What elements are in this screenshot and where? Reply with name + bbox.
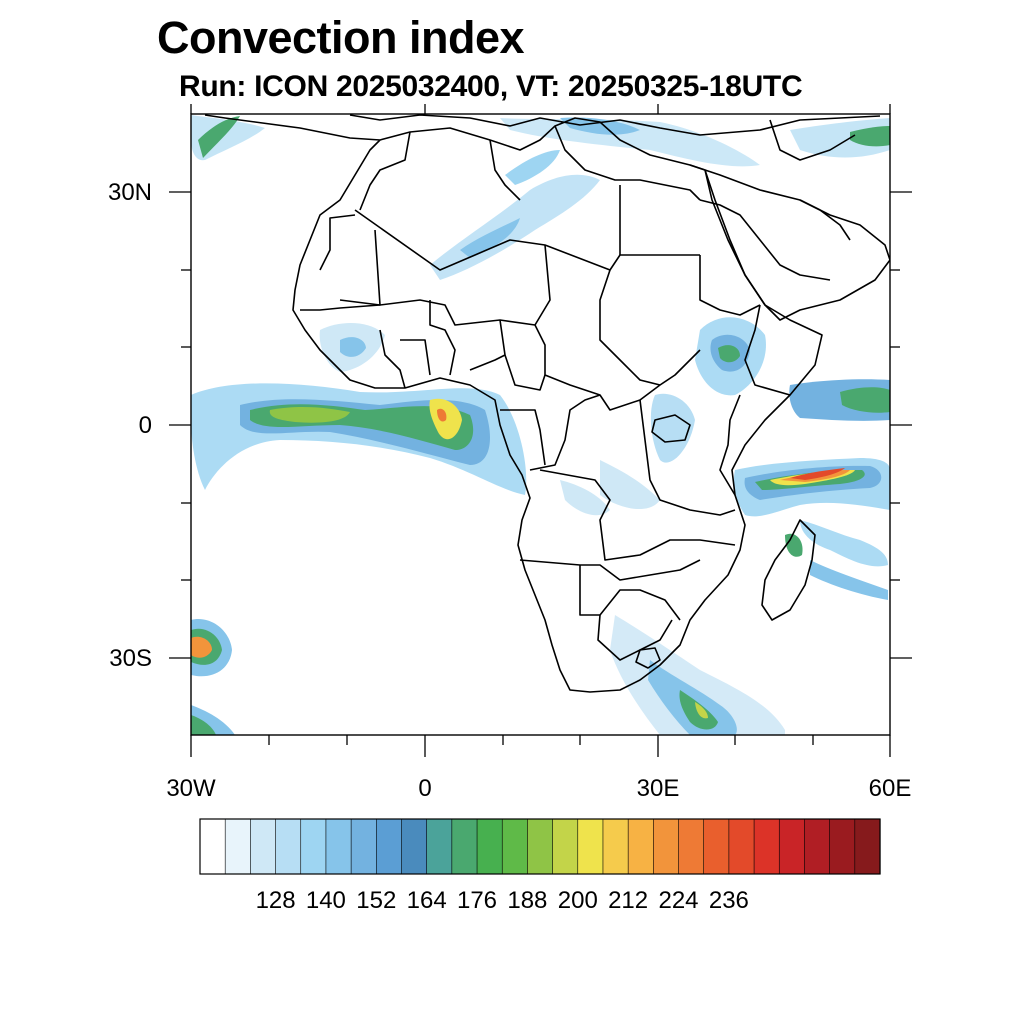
lat-label-30s: 30S [109, 645, 152, 672]
colorbar-swatch [627, 818, 654, 875]
colorbar-swatch [577, 818, 604, 875]
colorbar-swatch [250, 818, 277, 875]
colorbar-swatch [451, 818, 478, 875]
colorbar-swatch [653, 818, 680, 875]
colorbar-swatch [602, 818, 629, 875]
axis-ticks [169, 104, 912, 757]
colorbar-swatch [375, 818, 403, 875]
map-title: Convection index [157, 12, 525, 63]
colorbar-swatch [854, 818, 881, 875]
colorbar-swatch [275, 818, 302, 875]
colorbar-swatch [778, 818, 806, 875]
colorbar [199, 818, 881, 875]
colorbar-label: 224 [658, 887, 699, 914]
colorbar-frame [199, 818, 881, 875]
lon-label-30w: 30W [166, 775, 216, 802]
colorbar-swatch [476, 818, 503, 875]
south-atlantic-cell [191, 115, 265, 735]
colorbar-swatch [224, 818, 251, 875]
lat-label-0: 0 [138, 412, 152, 439]
run-subtitle: Run: ICON 2025032400, VT: 20250325-18UTC [179, 70, 803, 103]
lon-label-30e: 30E [636, 775, 680, 802]
colorbar-swatch [753, 818, 780, 875]
colorbar-swatch [300, 818, 327, 875]
convection-field [191, 115, 890, 735]
colorbar-label: 212 [608, 887, 649, 914]
arabia-coast [689, 164, 890, 321]
colorbar-swatch [552, 818, 579, 875]
mediterranean [319, 117, 890, 372]
colorbar-swatch [804, 818, 831, 875]
colorbar-swatch [325, 818, 352, 875]
colorbar-swatch [527, 818, 554, 875]
colorbar-label: 152 [356, 887, 397, 914]
colorbar-swatch [401, 818, 428, 875]
colorbar-swatch [829, 818, 856, 875]
country-borders [204, 114, 890, 693]
mediterranean-north [349, 114, 881, 136]
lake-victoria [651, 414, 691, 443]
lon-label-60e: 60E [868, 775, 912, 802]
colorbar-label: 176 [456, 887, 498, 914]
southeast-africa-plume [560, 480, 785, 735]
east-africa-ethiopia [600, 317, 766, 510]
madagascar [761, 519, 816, 621]
colorbar-swatch [199, 818, 226, 875]
lesotho [635, 647, 661, 669]
colorbar-label: 188 [507, 887, 548, 914]
colorbar-swatch [350, 818, 377, 875]
colorbar-label: 164 [406, 887, 447, 914]
colorbar-label: 128 [255, 887, 296, 914]
colorbar-swatch [678, 818, 705, 875]
colorbar-swatch [728, 818, 755, 875]
colorbar-swatch [703, 818, 730, 875]
lat-label-30n: 30N [107, 179, 152, 206]
colorbar-swatch [426, 818, 453, 875]
sahara-streak [430, 150, 600, 280]
indian-ocean-madagascar [733, 379, 890, 600]
colorbar-swatch [501, 818, 529, 875]
colorbar-label: 140 [305, 887, 346, 914]
lon-label-0: 0 [418, 775, 432, 802]
colorbar-label: 200 [557, 887, 598, 914]
equatorial-atlantic-band [191, 383, 527, 495]
colorbar-label: 236 [708, 887, 749, 914]
